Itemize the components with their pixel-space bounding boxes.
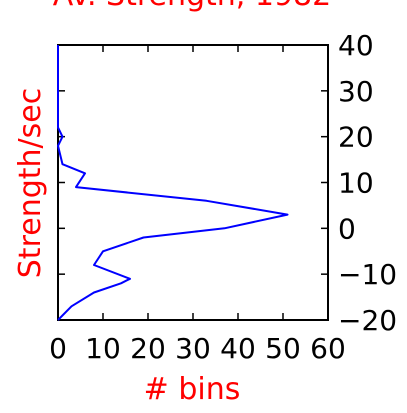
x-tick-label: 40 (220, 332, 256, 365)
y-tick-label: −10 (338, 258, 397, 291)
x-tick-label: 20 (130, 332, 166, 365)
plot-frame (57, 44, 329, 321)
y-tick-label: 30 (338, 75, 374, 108)
y-tick-label: −20 (338, 304, 397, 337)
data-line (57, 45, 289, 321)
x-tick-label: 50 (265, 332, 301, 365)
x-tick-label: 0 (49, 332, 67, 365)
y-axis-label: Strength/sec (13, 88, 48, 278)
y-tick-label: 20 (338, 121, 374, 154)
chart-title: Av. Strength, 1982 (53, 0, 331, 13)
x-tick-label: 10 (85, 332, 121, 365)
y-tick-label: 40 (338, 29, 374, 62)
x-tick-label: 60 (310, 332, 346, 365)
y-tick-label: 10 (338, 167, 374, 200)
y-tick-label: 0 (338, 212, 356, 245)
ticks-layer: 0 10 20 30 40 50 60−20 −10 0 10 20 30 40 (49, 29, 397, 365)
x-axis-label: # bins (144, 372, 241, 407)
x-tick-label: 30 (175, 332, 211, 365)
